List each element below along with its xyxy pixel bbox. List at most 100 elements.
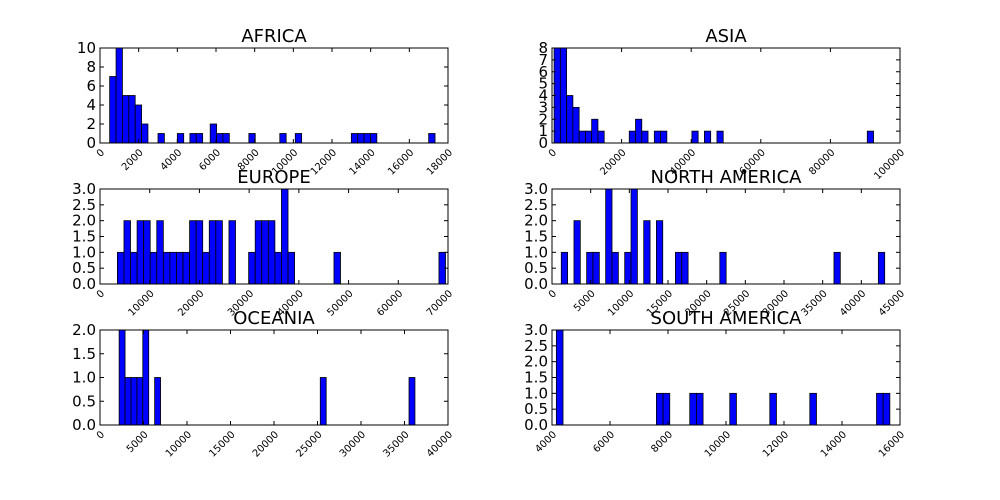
histogram-bar — [578, 130, 586, 144]
y-tick-label: 5 — [538, 75, 548, 93]
x-tick-label: 16000 — [386, 147, 416, 177]
histogram-bar — [195, 133, 204, 144]
histogram-bar — [130, 377, 138, 426]
y-tick-label: 0.0 — [524, 416, 548, 434]
histogram-bar — [586, 251, 594, 285]
histogram-bar — [333, 251, 341, 285]
histogram-bar — [597, 130, 605, 144]
x-tick-label: 16000 — [877, 429, 907, 459]
x-tick-label: 0 — [95, 429, 107, 441]
y-tick-label: 4 — [86, 96, 96, 114]
x-tick-label: 80000 — [807, 147, 837, 177]
histogram-bar — [653, 130, 661, 144]
histogram-bar — [142, 329, 150, 426]
histogram-bar — [704, 130, 712, 144]
histogram-bar — [729, 392, 737, 426]
histogram-bar — [222, 133, 230, 144]
histogram-bar — [882, 392, 891, 426]
histogram-bar — [716, 130, 724, 144]
x-tick-label: 30000 — [338, 429, 368, 459]
x-tick-label: 70000 — [425, 288, 455, 318]
x-tick-label: 40000 — [838, 288, 868, 318]
histogram-bar — [643, 220, 651, 285]
x-tick-label: 12000 — [761, 429, 791, 459]
y-tick-label: 7 — [538, 51, 548, 69]
x-tick-label: 60000 — [375, 288, 405, 318]
histogram-bar — [350, 133, 359, 144]
histogram-bar — [195, 220, 204, 285]
plot-frame — [551, 47, 901, 144]
histogram-bar — [656, 220, 664, 285]
histogram-bar — [216, 133, 224, 144]
x-tick-label: 6000 — [591, 429, 617, 455]
histogram-bar — [363, 133, 371, 144]
histogram-bar — [591, 118, 599, 144]
histogram-bar — [769, 392, 777, 426]
histogram-bar — [156, 220, 164, 285]
plot-frame — [99, 329, 449, 426]
x-tick-label: 18000 — [425, 147, 455, 177]
histogram-bar — [143, 220, 151, 285]
x-tick-label: 10000 — [703, 429, 733, 459]
y-tick-label: 1.0 — [524, 243, 548, 261]
histogram-bar — [267, 220, 276, 285]
y-tick-label: 2.0 — [524, 212, 548, 230]
histogram-bar — [408, 377, 416, 426]
x-tick-label: 35000 — [799, 288, 829, 318]
x-tick-label: 6000 — [197, 147, 223, 173]
x-tick-label: 0 — [547, 147, 559, 159]
y-tick-label: 0 — [538, 134, 548, 152]
histogram-bar — [118, 329, 126, 426]
histogram-bar — [261, 220, 269, 285]
histogram-bar — [248, 251, 256, 285]
histogram-bar — [141, 123, 149, 144]
histogram-bar — [691, 130, 699, 144]
histogram-bar — [319, 377, 327, 426]
y-tick-label: 2.0 — [524, 353, 548, 371]
x-tick-label: 25000 — [294, 429, 324, 459]
histogram-bar — [572, 106, 580, 144]
x-tick-label: 14000 — [347, 147, 377, 177]
histogram-bar — [128, 95, 136, 144]
histogram-bar — [428, 133, 436, 144]
histogram-bar — [624, 251, 632, 285]
histogram-bar — [555, 329, 564, 426]
histogram-panel: NORTH AMERICA 0.00.51.01.52.02.53.0 0 5000 1… — [524, 167, 907, 319]
plot-frame — [551, 329, 901, 426]
histogram-bar — [566, 95, 574, 144]
y-tick-label: 1.5 — [72, 228, 96, 246]
x-tick-label: 10000 — [606, 288, 636, 318]
histogram-bar — [169, 251, 177, 285]
histogram-bar — [585, 130, 593, 144]
histogram-panel: OCEANIA 0.0 0.5 1.0 1.5 2.0 0 5000 10000 15000 200… — [72, 308, 455, 460]
y-tick-label: 0.5 — [524, 400, 548, 418]
y-tick-label: 2.0 — [72, 321, 96, 339]
y-tick-label: 3.0 — [524, 180, 548, 198]
y-tick-label: 2 — [538, 110, 548, 128]
y-tick-label: 10 — [77, 39, 96, 57]
histogram-bar — [182, 251, 190, 285]
y-tick-label: 3 — [538, 98, 548, 116]
panel-title: AFRICA — [241, 26, 307, 47]
x-tick-label: 20000 — [251, 429, 281, 459]
y-tick-label: 0.5 — [72, 392, 96, 410]
x-tick-label: 100000 — [872, 147, 907, 182]
y-tick-label: 0.0 — [72, 416, 96, 434]
y-tick-label: 6 — [538, 63, 548, 81]
histogram-bar — [592, 251, 600, 285]
panel-title: OCEANIA — [233, 308, 315, 329]
histogram-bar — [189, 220, 197, 285]
histogram-bar — [675, 251, 683, 285]
histogram-bar — [274, 251, 282, 285]
y-tick-label: 6 — [86, 77, 96, 95]
histogram-bar — [123, 220, 131, 285]
histogram-bar — [719, 251, 727, 285]
histogram-bar — [689, 392, 697, 426]
histogram-bar — [809, 392, 817, 426]
y-tick-label: 0 — [86, 134, 96, 152]
plot-frame — [99, 47, 449, 144]
y-tick-label: 4 — [538, 87, 548, 105]
